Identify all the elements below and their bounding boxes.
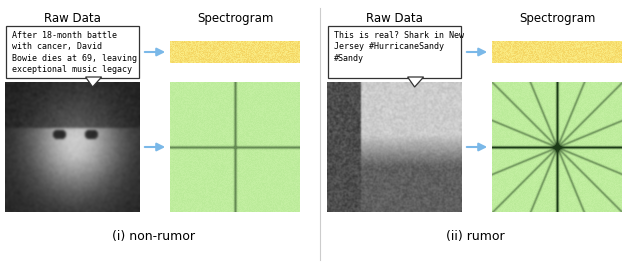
- Text: (ii) rumor: (ii) rumor: [447, 230, 505, 243]
- Text: After 18-month battle
with cancer, David
Bowie dies at 69, leaving
exceptional m: After 18-month battle with cancer, David…: [12, 31, 137, 74]
- Text: Spectrogram: Spectrogram: [197, 12, 273, 25]
- Text: (i) non-rumor: (i) non-rumor: [112, 230, 195, 243]
- Text: Spectrogram: Spectrogram: [519, 12, 595, 25]
- Text: This is real? Shark in New
Jersey #HurricaneSandy
#Sandy: This is real? Shark in New Jersey #Hurri…: [334, 31, 464, 63]
- FancyBboxPatch shape: [6, 26, 139, 78]
- Polygon shape: [408, 77, 424, 87]
- FancyBboxPatch shape: [328, 26, 461, 78]
- Polygon shape: [86, 77, 102, 87]
- Text: Raw Data: Raw Data: [366, 12, 423, 25]
- Text: Raw Data: Raw Data: [44, 12, 101, 25]
